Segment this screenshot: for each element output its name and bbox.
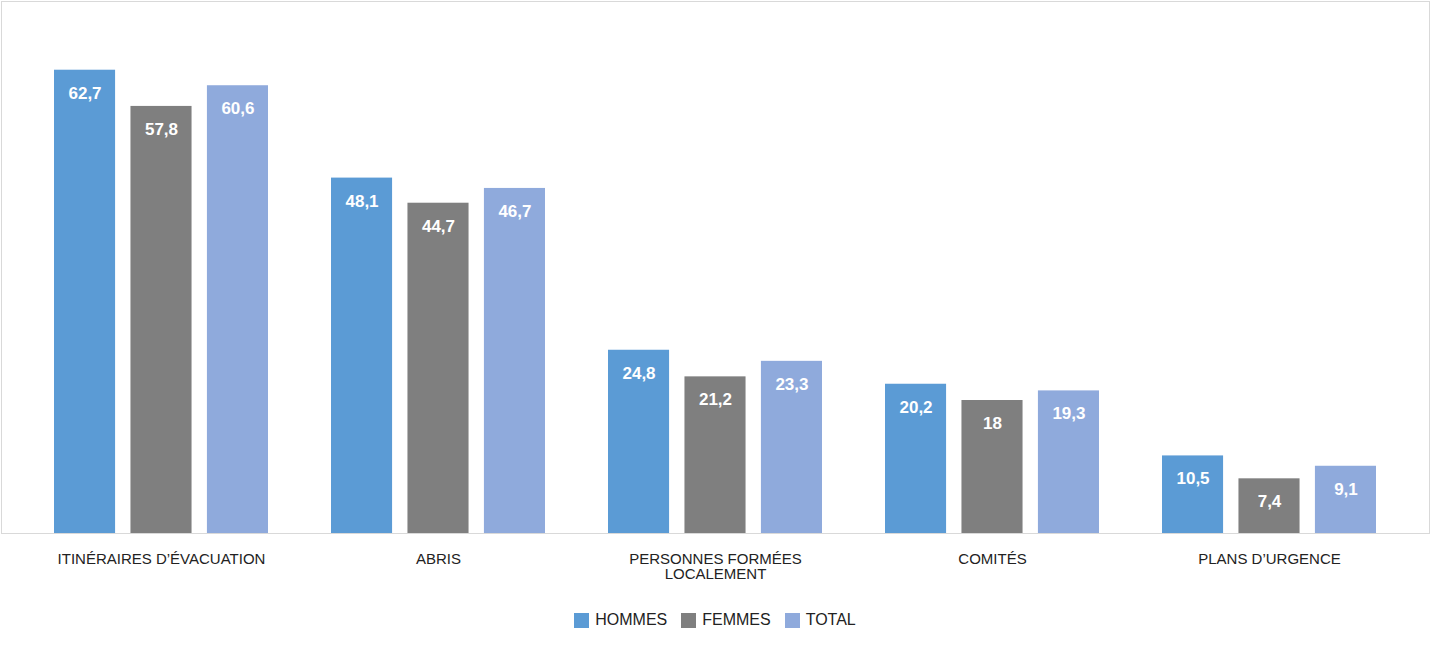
html-text:FEMMES: FEMMES (702, 611, 771, 628)
svg-text:20,2: 20,2 (899, 398, 932, 417)
svg-text:46,7: 46,7 (498, 202, 531, 221)
svg-text:9,1: 9,1 (1334, 480, 1358, 499)
svg-text:7,4: 7,4 (1258, 492, 1282, 511)
svg-text:24,8: 24,8 (622, 364, 655, 383)
svg-text:COMITÉS: COMITÉS (958, 550, 1026, 567)
svg-text:57,8: 57,8 (145, 120, 178, 139)
svg-text:ITINÉRAIRES D’ÉVACUATION: ITINÉRAIRES D’ÉVACUATION (58, 550, 266, 567)
svg-text:10,5: 10,5 (1176, 469, 1209, 488)
svg-text:60,6: 60,6 (221, 99, 254, 118)
svg-text:PERSONNES FORMÉESLOCALEMENT: PERSONNES FORMÉESLOCALEMENT (629, 550, 802, 582)
svg-text:62,7: 62,7 (68, 84, 101, 103)
svg-text:ABRIS: ABRIS (416, 550, 461, 567)
svg-text:48,1: 48,1 (345, 192, 378, 211)
svg-text:18: 18 (983, 414, 1002, 433)
svg-text:44,7: 44,7 (422, 217, 455, 236)
svg-text:23,3: 23,3 (775, 375, 808, 394)
svg-text:PLANS D’URGENCE: PLANS D’URGENCE (1198, 550, 1341, 567)
html-text:HOMMES: HOMMES (595, 611, 668, 628)
html-text:TOTAL: TOTAL (805, 611, 856, 628)
svg-text:21,2: 21,2 (699, 390, 732, 409)
svg-text:19,3: 19,3 (1052, 404, 1085, 423)
